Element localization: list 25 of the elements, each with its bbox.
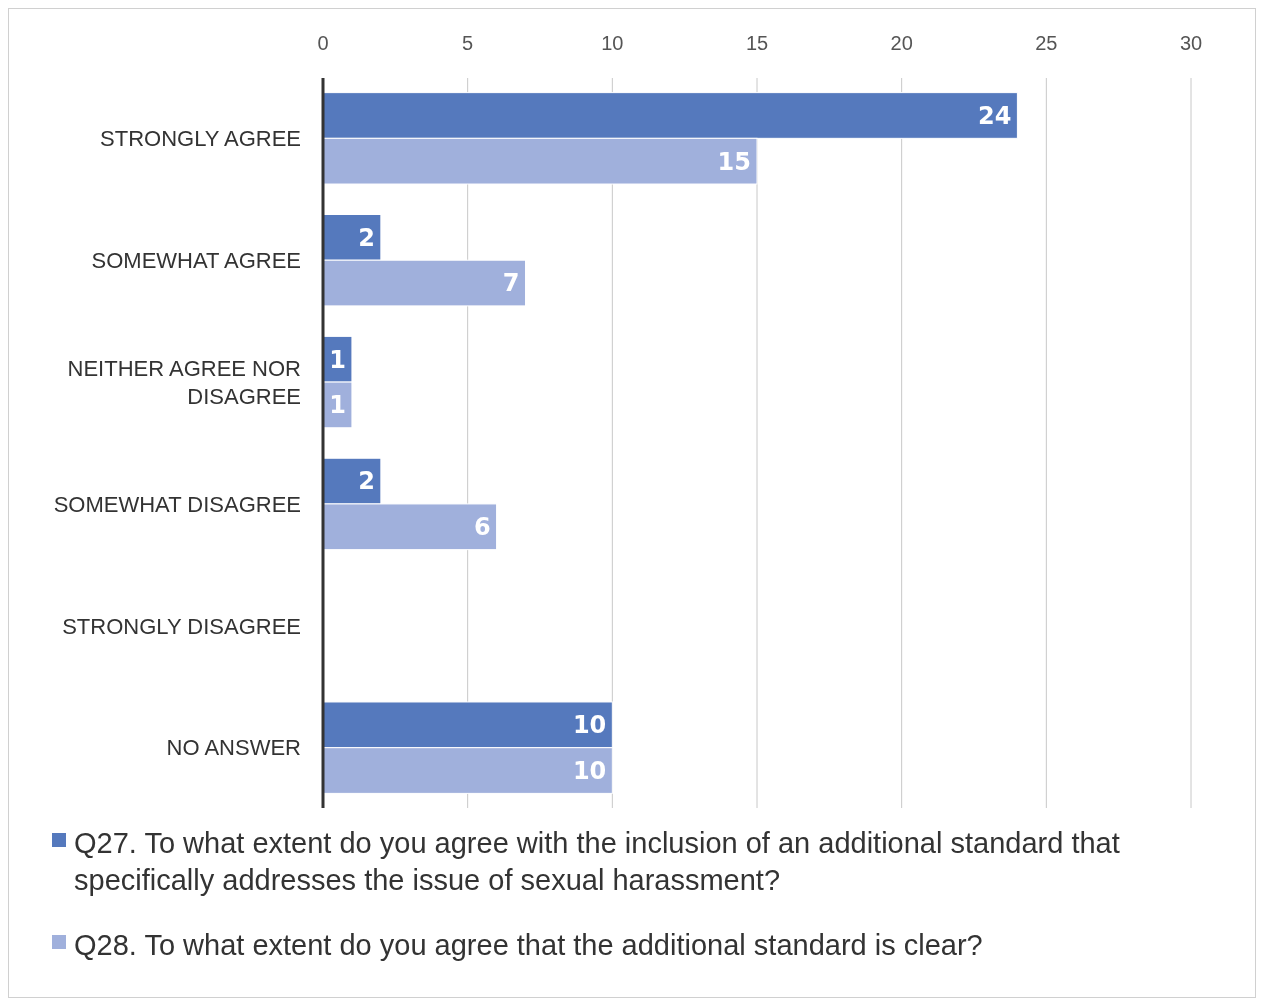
y-tick-label: NO ANSWER <box>166 735 301 761</box>
data-label: 2 <box>358 223 375 252</box>
data-label: 2 <box>358 467 375 496</box>
x-tick-label: 15 <box>745 32 769 54</box>
x-tick-label: 25 <box>1035 32 1058 54</box>
data-label: 1 <box>329 391 346 420</box>
y-tick-label: STRONGLY DISAGREE <box>62 613 301 639</box>
x-tick-label: 0 <box>317 32 329 54</box>
data-label: 10 <box>572 756 607 785</box>
y-tick-label: SOMEWHAT AGREE <box>91 247 301 273</box>
data-label: 24 <box>977 101 1012 130</box>
y-tick-label: STRONGLY AGREE <box>100 126 301 152</box>
y-tick-label: SOMEWHAT DISAGREE <box>53 491 301 517</box>
legend-label: Q27. To what extent do you agree with the inclusion of an additional standard that specifically addresses the issue of sexual harassment? <box>74 827 1120 897</box>
data-label: 15 <box>717 147 751 176</box>
x-tick-label: 20 <box>890 32 913 54</box>
x-tick-label: 30 <box>1179 32 1203 54</box>
x-tick-label: 5 <box>462 32 474 54</box>
data-label: 6 <box>473 513 491 542</box>
x-tick-label: 10 <box>601 32 624 54</box>
data-label: 1 <box>329 345 346 374</box>
y-tick-label: NEITHER AGREE NOR DISAGREE <box>67 355 301 409</box>
data-label: 7 <box>502 269 520 298</box>
legend-label: Q28. To what extent do you agree that the additional standard is clear? <box>74 929 983 962</box>
data-label: 10 <box>572 711 607 740</box>
